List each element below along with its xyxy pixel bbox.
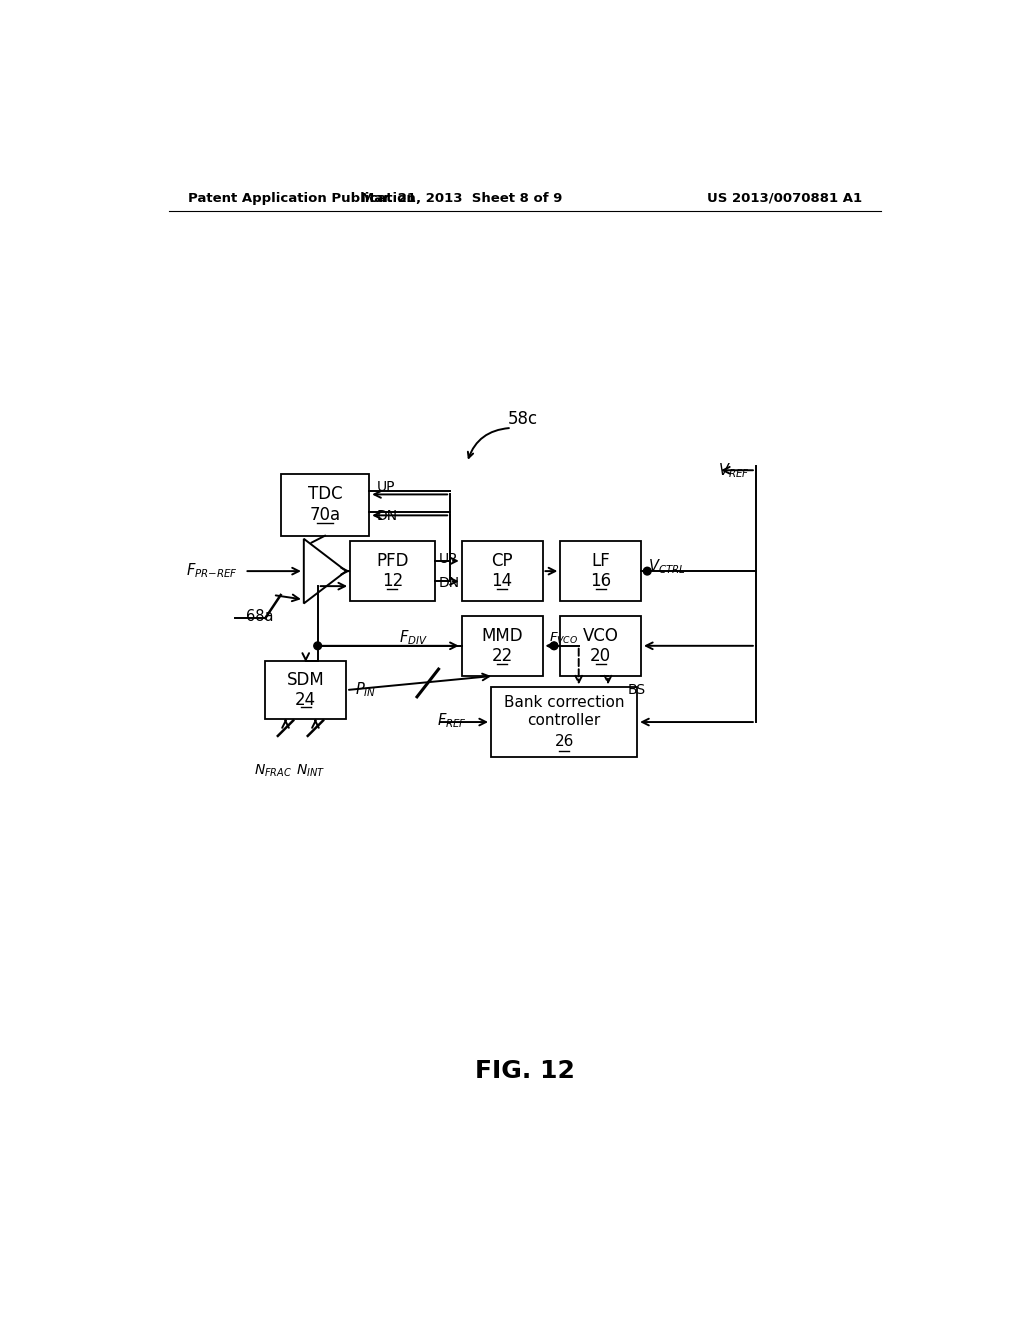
Text: 26: 26 [554, 734, 573, 748]
Text: $N_{INT}$: $N_{INT}$ [296, 763, 326, 779]
Text: Bank correction: Bank correction [504, 696, 625, 710]
Text: 58c: 58c [508, 409, 538, 428]
Text: 16: 16 [590, 573, 611, 590]
Bar [560, 541, 641, 601]
Text: 22: 22 [492, 647, 513, 665]
Text: $F_{PR\mathrm{-}REF}$: $F_{PR\mathrm{-}REF}$ [186, 562, 238, 581]
Text: controller: controller [527, 713, 601, 729]
Text: $V_{CTRL}$: $V_{CTRL}$ [648, 557, 686, 576]
Bar [462, 541, 543, 601]
Text: $F_{DIV}$: $F_{DIV}$ [398, 628, 427, 648]
Text: $F_{VCO}$: $F_{VCO}$ [549, 631, 578, 645]
Text: $V_{REF}$: $V_{REF}$ [718, 461, 750, 479]
Circle shape [550, 642, 558, 649]
Text: $F_{REF}$: $F_{REF}$ [437, 711, 467, 730]
Bar [490, 688, 637, 756]
Bar [350, 541, 435, 601]
Text: $N_{FRAC}$: $N_{FRAC}$ [254, 763, 292, 779]
Circle shape [643, 568, 651, 576]
Text: $P_{IN}$: $P_{IN}$ [355, 680, 377, 700]
Text: 70a: 70a [309, 507, 341, 524]
Text: LF: LF [591, 552, 610, 570]
Text: DN: DN [377, 510, 398, 524]
Text: BS: BS [628, 682, 645, 697]
Text: SDM: SDM [287, 672, 325, 689]
Text: VCO: VCO [583, 627, 618, 644]
Bar [462, 616, 543, 676]
Text: CP: CP [492, 552, 513, 570]
Text: MMD: MMD [481, 627, 523, 644]
Text: DN: DN [438, 576, 460, 590]
Text: Mar. 21, 2013  Sheet 8 of 9: Mar. 21, 2013 Sheet 8 of 9 [361, 191, 562, 205]
Text: 24: 24 [295, 690, 316, 709]
Text: UP: UP [438, 552, 457, 566]
Bar [265, 661, 346, 719]
Text: US 2013/0070881 A1: US 2013/0070881 A1 [707, 191, 862, 205]
Bar [281, 474, 370, 536]
Text: 68a: 68a [246, 609, 273, 624]
Text: UP: UP [377, 480, 395, 494]
Circle shape [313, 642, 322, 649]
Bar [560, 616, 641, 676]
Text: PFD: PFD [376, 552, 409, 570]
Text: 14: 14 [492, 573, 513, 590]
Text: TDC: TDC [307, 486, 342, 503]
Text: FIG. 12: FIG. 12 [475, 1059, 574, 1082]
Text: 20: 20 [590, 647, 611, 665]
Text: 12: 12 [382, 573, 403, 590]
Text: Patent Application Publication: Patent Application Publication [188, 191, 416, 205]
